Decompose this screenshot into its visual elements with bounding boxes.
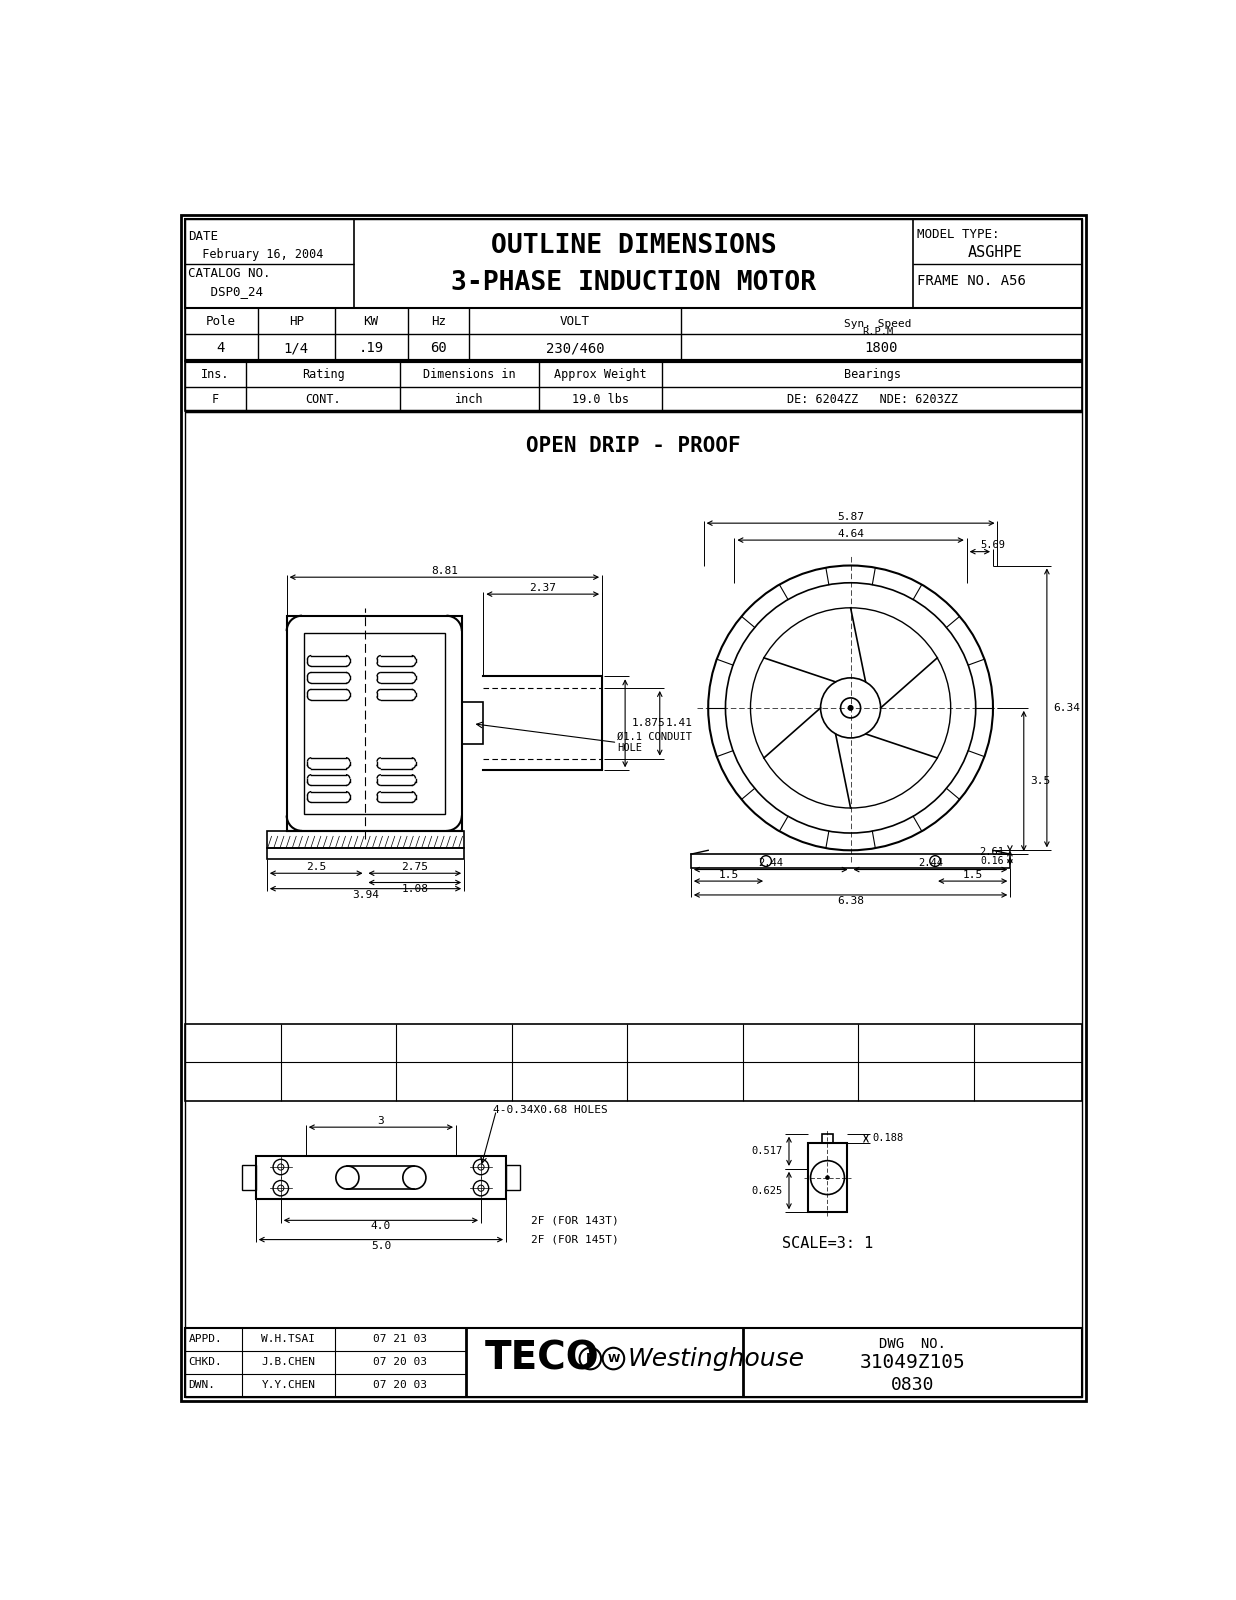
Text: 8.81: 8.81 bbox=[431, 566, 457, 576]
Text: 1.08: 1.08 bbox=[402, 883, 429, 894]
Text: Approx Weight: Approx Weight bbox=[554, 368, 646, 381]
Text: Bearings: Bearings bbox=[844, 368, 901, 381]
Text: SCALE=3: 1: SCALE=3: 1 bbox=[782, 1235, 873, 1251]
Text: 07 20 03: 07 20 03 bbox=[373, 1357, 428, 1368]
Text: 2F (FOR 143T): 2F (FOR 143T) bbox=[531, 1216, 619, 1226]
Text: 31049Z105: 31049Z105 bbox=[859, 1354, 965, 1371]
Text: APPD.: APPD. bbox=[188, 1334, 222, 1344]
Text: 0.517: 0.517 bbox=[751, 1146, 782, 1157]
Text: February 16, 2004: February 16, 2004 bbox=[188, 248, 324, 261]
Text: inch: inch bbox=[455, 392, 483, 406]
Text: 2.37: 2.37 bbox=[529, 582, 556, 594]
Text: DATE: DATE bbox=[188, 230, 219, 243]
Text: 1.875: 1.875 bbox=[632, 718, 665, 728]
Text: OPEN DRIP - PROOF: OPEN DRIP - PROOF bbox=[527, 437, 740, 456]
Text: Rating: Rating bbox=[302, 368, 345, 381]
Text: F: F bbox=[211, 392, 219, 406]
Text: FRAME NO. A56: FRAME NO. A56 bbox=[917, 274, 1026, 288]
Text: 5.0: 5.0 bbox=[371, 1240, 391, 1251]
Text: Ø1.1 CONDUIT: Ø1.1 CONDUIT bbox=[618, 733, 692, 742]
Text: J.B.CHEN: J.B.CHEN bbox=[262, 1357, 315, 1368]
Text: Westinghouse: Westinghouse bbox=[628, 1347, 805, 1371]
Text: 2.44: 2.44 bbox=[758, 858, 784, 869]
Text: Syn. Speed: Syn. Speed bbox=[844, 318, 911, 328]
Text: 4: 4 bbox=[216, 341, 225, 355]
Circle shape bbox=[826, 1176, 829, 1179]
Text: 3: 3 bbox=[377, 1117, 384, 1126]
Text: KW: KW bbox=[363, 315, 378, 328]
Circle shape bbox=[848, 706, 853, 710]
Text: ASGHPE: ASGHPE bbox=[968, 245, 1022, 261]
Text: 3-PHASE INDUCTION MOTOR: 3-PHASE INDUCTION MOTOR bbox=[451, 270, 816, 296]
Text: CHKD.: CHKD. bbox=[188, 1357, 222, 1368]
Text: DWN.: DWN. bbox=[188, 1381, 215, 1390]
Text: HP: HP bbox=[289, 315, 304, 328]
Text: 0830: 0830 bbox=[890, 1376, 934, 1394]
Text: 4.64: 4.64 bbox=[837, 530, 864, 539]
Text: CATALOG NO.: CATALOG NO. bbox=[188, 267, 271, 280]
Text: 230/460: 230/460 bbox=[545, 341, 604, 355]
Text: 6.38: 6.38 bbox=[837, 896, 864, 906]
Text: R.P.M: R.P.M bbox=[861, 328, 894, 338]
Text: CONT.: CONT. bbox=[305, 392, 341, 406]
Text: 3.94: 3.94 bbox=[352, 890, 379, 899]
Text: 1800: 1800 bbox=[865, 341, 899, 355]
Text: 60: 60 bbox=[430, 341, 447, 355]
Text: TECO: TECO bbox=[486, 1339, 599, 1378]
Text: 2.61: 2.61 bbox=[979, 848, 1004, 858]
Text: 0.188: 0.188 bbox=[873, 1133, 904, 1144]
Text: R: R bbox=[586, 1352, 596, 1365]
Text: W.H.TSAI: W.H.TSAI bbox=[262, 1334, 315, 1344]
Text: 5.69: 5.69 bbox=[980, 541, 1006, 550]
Text: 1.5: 1.5 bbox=[718, 870, 739, 880]
Text: DE: 6204ZZ   NDE: 6203ZZ: DE: 6204ZZ NDE: 6203ZZ bbox=[786, 392, 958, 406]
Text: VOLT: VOLT bbox=[560, 315, 590, 328]
Text: Hz: Hz bbox=[431, 315, 446, 328]
Text: 1/4: 1/4 bbox=[283, 341, 309, 355]
Text: Ins.: Ins. bbox=[201, 368, 230, 381]
Text: OUTLINE DIMENSIONS: OUTLINE DIMENSIONS bbox=[491, 232, 776, 259]
Text: 4-0.34X0.68 HOLES: 4-0.34X0.68 HOLES bbox=[492, 1106, 607, 1115]
Text: Pole: Pole bbox=[205, 315, 236, 328]
Text: 6.34: 6.34 bbox=[1053, 702, 1080, 714]
Text: 07 20 03: 07 20 03 bbox=[373, 1381, 428, 1390]
Text: DSP0_24: DSP0_24 bbox=[188, 285, 263, 298]
Text: 4.0: 4.0 bbox=[371, 1221, 391, 1232]
Text: 19.0 lbs: 19.0 lbs bbox=[572, 392, 629, 406]
Text: 2.75: 2.75 bbox=[402, 862, 429, 872]
Text: 0.625: 0.625 bbox=[751, 1186, 782, 1195]
Text: 2.5: 2.5 bbox=[307, 862, 326, 872]
Text: 07 21 03: 07 21 03 bbox=[373, 1334, 428, 1344]
Text: 2F (FOR 145T): 2F (FOR 145T) bbox=[531, 1235, 619, 1245]
Text: Y.Y.CHEN: Y.Y.CHEN bbox=[262, 1381, 315, 1390]
Text: 2.44: 2.44 bbox=[918, 858, 943, 869]
Text: W: W bbox=[607, 1354, 619, 1363]
Text: Dimensions in: Dimensions in bbox=[423, 368, 515, 381]
Text: 1.41: 1.41 bbox=[666, 718, 693, 728]
Text: 0.16: 0.16 bbox=[980, 856, 1004, 866]
Text: MODEL TYPE:: MODEL TYPE: bbox=[917, 229, 1000, 242]
Text: 5.87: 5.87 bbox=[837, 512, 864, 522]
Text: DWG  NO.: DWG NO. bbox=[879, 1338, 946, 1350]
Text: .19: .19 bbox=[358, 341, 383, 355]
Text: HOLE: HOLE bbox=[618, 742, 643, 754]
Text: 1.5: 1.5 bbox=[963, 870, 983, 880]
Text: 3.5: 3.5 bbox=[1030, 776, 1051, 786]
